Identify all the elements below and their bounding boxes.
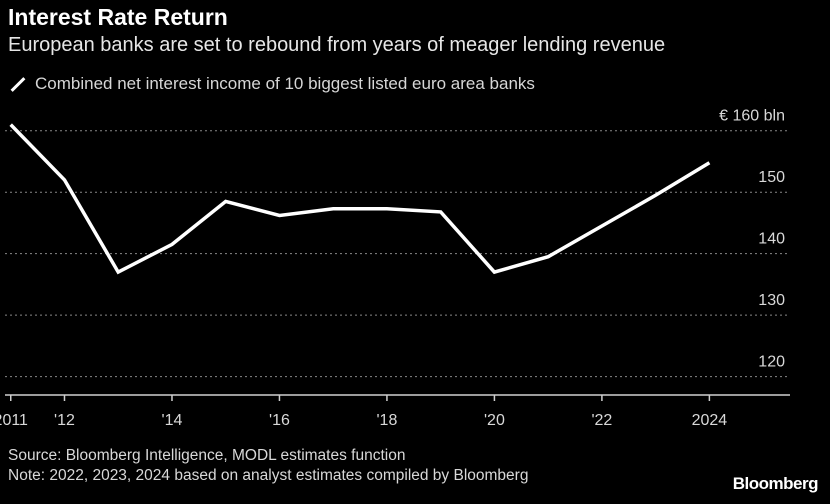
x-tick-label-2024: 2024 [692, 412, 728, 429]
x-tick-label-2022: '22 [591, 412, 612, 429]
y-tick-label-140: 140 [758, 231, 785, 248]
y-tick-label-160: € 160 bln [719, 108, 785, 125]
series-line-0 [9, 123, 711, 275]
chart-subtitle: European banks are set to rebound from y… [8, 34, 666, 56]
x-tick-label-2011: 2011 [0, 412, 28, 429]
x-tick-label-2016: '16 [269, 412, 290, 429]
y-tick-label-150: 150 [758, 169, 785, 186]
y-tick-label-130: 130 [758, 292, 785, 309]
footnotes: Source: Bloomberg Intelligence, MODL est… [8, 446, 528, 486]
y-tick-label-120: 120 [758, 354, 785, 371]
source-note: Source: Bloomberg Intelligence, MODL est… [8, 447, 406, 464]
bloomberg-logo: Bloomberg [732, 474, 819, 493]
chart-title: Interest Rate Return [8, 4, 228, 30]
legend-label: Combined net interest income of 10 bigge… [35, 74, 535, 93]
x-tick-label-2020: '20 [484, 412, 505, 429]
legend: Combined net interest income of 10 bigge… [8, 74, 535, 94]
analyst-note: Note: 2022, 2023, 2024 based on analyst … [8, 467, 529, 484]
x-tick-label-2018: '18 [377, 412, 398, 429]
x-tick-label-2012: '12 [54, 412, 75, 429]
x-tick-label-2014: '14 [162, 412, 183, 429]
